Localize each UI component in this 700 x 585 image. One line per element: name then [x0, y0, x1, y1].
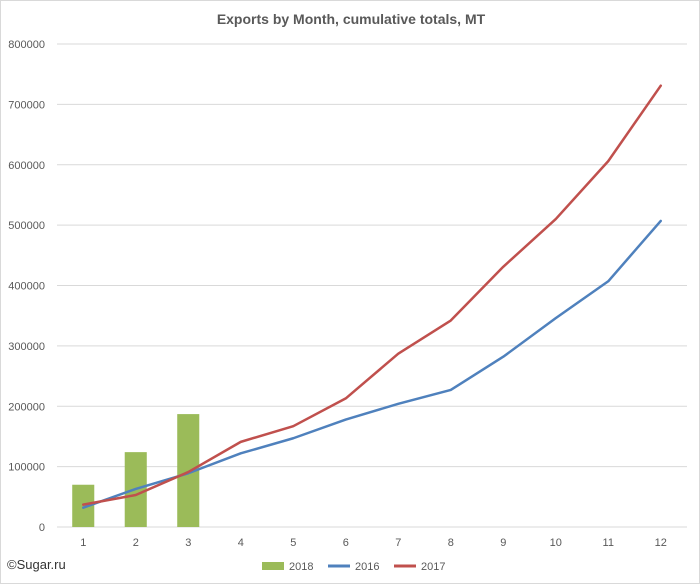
gridlines	[57, 43, 687, 528]
point-2017-6	[345, 397, 347, 399]
point-2017-8	[450, 320, 452, 322]
x-tick-label: 4	[238, 537, 244, 549]
y-tick-label: 500000	[8, 220, 45, 232]
legend-label-2017: 2017	[421, 561, 445, 573]
legend-swatch-2018	[262, 562, 284, 570]
point-2017-11	[607, 160, 609, 162]
point-2016-11	[607, 280, 609, 282]
point-2016-9	[502, 356, 504, 358]
y-tick-label: 200000	[8, 401, 45, 413]
chart-title: Exports by Month, cumulative totals, MT	[216, 11, 486, 27]
y-tick-label: 600000	[8, 160, 45, 172]
bar-2018-3	[177, 414, 200, 527]
line-2017	[82, 84, 662, 506]
point-2016-10	[555, 317, 557, 319]
line-2016	[82, 219, 662, 509]
point-2016-4	[240, 452, 242, 454]
y-tick-labels: 0 100000 200000 300000 400000 500000 600000 700…	[8, 39, 45, 534]
x-tick-label: 8	[448, 537, 454, 549]
x-tick-label: 1	[80, 537, 86, 549]
x-tick-label: 2	[133, 537, 139, 549]
legend: 2018 2016 2017	[262, 561, 445, 573]
point-2016-6	[345, 419, 347, 421]
point-2017-3	[187, 471, 189, 473]
y-tick-label: 800000	[8, 39, 45, 51]
point-2017-12	[660, 85, 662, 87]
x-tick-label: 6	[343, 537, 349, 549]
x-tick-label: 3	[185, 537, 191, 549]
point-2017-2	[135, 494, 137, 496]
point-2016-1	[82, 507, 84, 509]
y-tick-label: 0	[39, 522, 45, 534]
x-tick-label: 7	[395, 537, 401, 549]
x-tick-label: 9	[500, 537, 506, 549]
x-tick-label: 11	[603, 537, 614, 549]
y-tick-label: 700000	[8, 99, 45, 111]
line-series	[82, 84, 662, 509]
point-2017-5	[292, 425, 294, 427]
x-tick-labels: 1 2 3 4 5 6 7 8 9 10 11 12	[80, 537, 667, 549]
y-tick-label: 100000	[8, 462, 45, 474]
y-tick-label: 400000	[8, 281, 45, 293]
point-2017-4	[240, 441, 242, 443]
bar-series	[72, 414, 200, 527]
x-tick-label: 10	[550, 537, 562, 549]
point-2017-7	[397, 353, 399, 355]
point-2017-1	[82, 504, 84, 506]
point-2016-5	[292, 437, 294, 439]
x-tick-label: 12	[655, 537, 667, 549]
x-tick-label: 5	[290, 537, 296, 549]
source-watermark: ©Sugar.ru	[7, 557, 66, 572]
point-2017-10	[555, 218, 557, 220]
point-2016-8	[450, 389, 452, 391]
point-2016-7	[397, 403, 399, 405]
legend-label-2018: 2018	[289, 561, 313, 573]
point-2016-12	[660, 220, 662, 222]
point-2016-2	[135, 488, 137, 490]
point-2017-9	[502, 266, 504, 268]
y-tick-label: 300000	[8, 341, 45, 353]
legend-label-2016: 2016	[355, 561, 379, 573]
